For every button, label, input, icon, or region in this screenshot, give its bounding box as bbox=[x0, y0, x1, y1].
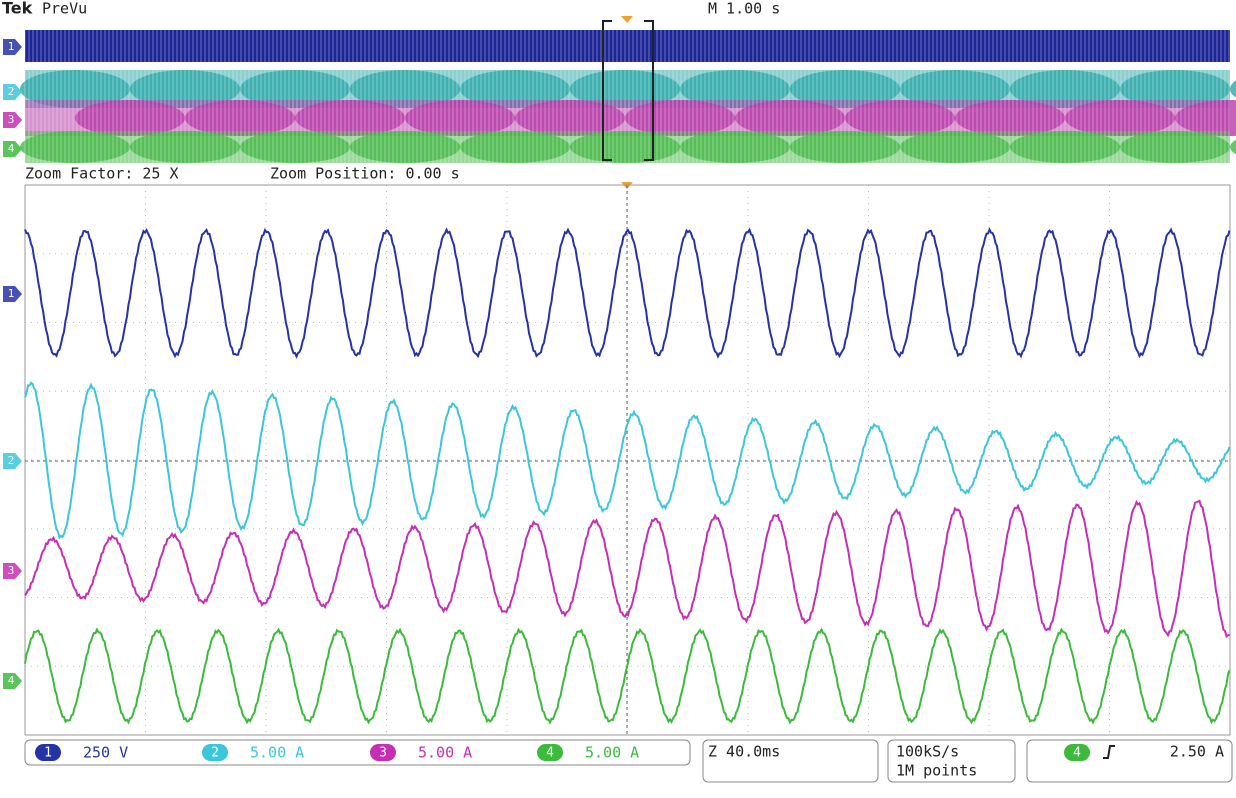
overview-envelope bbox=[1230, 139, 1236, 155]
channel-marker-shape bbox=[3, 84, 22, 100]
channel-pill bbox=[370, 744, 396, 761]
overview-envelope bbox=[1010, 131, 1120, 163]
channel-scale: 250 V bbox=[83, 744, 128, 762]
overview-envelope bbox=[240, 131, 350, 163]
graticule-border bbox=[24, 184, 1231, 736]
channel-marker: 4 bbox=[3, 673, 22, 689]
overview-envelope bbox=[680, 131, 790, 163]
waveform bbox=[24, 227, 1231, 360]
brand: Tek bbox=[2, 0, 33, 18]
overview-envelope bbox=[405, 100, 515, 136]
overview-envelope bbox=[845, 100, 955, 136]
overview-envelope bbox=[1120, 70, 1230, 108]
overview-envelope bbox=[900, 131, 1010, 163]
overview-envelope bbox=[735, 100, 845, 136]
channel-marker-shape bbox=[3, 39, 22, 55]
overview-envelope bbox=[350, 70, 460, 108]
timebase: M 1.00 s bbox=[708, 0, 780, 18]
trigger-level: 2.50 A bbox=[1170, 743, 1224, 761]
horizontal-box bbox=[702, 739, 879, 783]
overview-envelope bbox=[460, 70, 570, 108]
overview-envelope bbox=[1230, 80, 1236, 98]
channel-marker-label: 2 bbox=[8, 85, 15, 98]
overview-envelope bbox=[130, 131, 240, 163]
overview-envelope bbox=[295, 100, 405, 136]
channel-marker-label: 2 bbox=[8, 454, 15, 467]
channel-scale: 5.00 A bbox=[585, 744, 639, 762]
zoom-factor: Zoom Factor: 25 X bbox=[25, 165, 179, 183]
channel-number: 2 bbox=[211, 746, 219, 761]
overview-envelope bbox=[460, 131, 570, 163]
waveform bbox=[24, 627, 1231, 725]
channel-marker-label: 1 bbox=[8, 40, 15, 53]
trigger-source: 4 bbox=[1073, 746, 1081, 761]
channel-number: 4 bbox=[546, 746, 554, 761]
channel-scale: 5.00 A bbox=[418, 744, 472, 762]
trigger-slope-icon bbox=[1103, 745, 1115, 759]
channel-marker: 2 bbox=[3, 84, 22, 100]
overview-envelope bbox=[75, 100, 185, 136]
zoom-graticule: 1 2 3 4 bbox=[3, 182, 1231, 736]
overview-envelope bbox=[515, 100, 625, 136]
overview-envelope bbox=[350, 131, 460, 163]
overview-envelope bbox=[185, 100, 295, 136]
overview-envelope bbox=[130, 70, 240, 108]
zoom-bracket bbox=[602, 20, 654, 161]
channel-marker-label: 4 bbox=[8, 674, 15, 687]
channel-marker: 3 bbox=[3, 563, 22, 579]
channel-box bbox=[24, 739, 691, 766]
overview-envelope bbox=[790, 70, 900, 108]
status-bar: Z 40.0ms 100kS/s 1M points 2.50 A 1 250 V… bbox=[24, 739, 1233, 783]
channel-marker: 3 bbox=[3, 112, 22, 128]
channel-pill bbox=[35, 744, 61, 761]
channel-marker-shape bbox=[3, 141, 22, 157]
zoom-position: Zoom Position: 0.00 s bbox=[270, 165, 460, 183]
channel-marker: 4 bbox=[3, 141, 22, 157]
overview-envelope bbox=[1065, 100, 1175, 136]
overview-strip: 1 2 3 4 bbox=[3, 16, 1236, 163]
overview-envelope bbox=[790, 131, 900, 163]
overview-envelope bbox=[900, 70, 1010, 108]
overview-envelope bbox=[680, 70, 790, 108]
channel-marker: 2 bbox=[3, 453, 22, 469]
channel-marker-label: 1 bbox=[8, 287, 15, 300]
channel-marker-shape bbox=[3, 286, 22, 302]
channel-marker-shape bbox=[3, 563, 22, 579]
waveform bbox=[24, 381, 1231, 540]
overview-envelope bbox=[240, 70, 350, 108]
channel-marker-shape bbox=[3, 453, 22, 469]
channel-marker-label: 4 bbox=[8, 142, 15, 155]
overview-envelope bbox=[1010, 70, 1120, 108]
channel-marker-shape bbox=[3, 673, 22, 689]
channel-pill bbox=[537, 744, 563, 761]
channel-number: 3 bbox=[379, 746, 387, 761]
overview-envelope bbox=[20, 70, 130, 108]
mode: PreVu bbox=[42, 0, 87, 18]
trigger-source-pill bbox=[1064, 744, 1090, 761]
sample-rate: 100kS/s bbox=[896, 743, 959, 761]
zoom-timebase: Z 40.0ms bbox=[708, 743, 780, 761]
overview-envelope bbox=[1175, 100, 1236, 136]
channel-scale: 5.00 A bbox=[250, 744, 304, 762]
record-length: 1M points bbox=[896, 762, 977, 780]
channel-marker-label: 3 bbox=[8, 113, 15, 126]
channel-number: 1 bbox=[44, 746, 52, 761]
channel-marker: 1 bbox=[3, 286, 22, 302]
channel-marker-shape bbox=[3, 112, 22, 128]
channel-marker-label: 3 bbox=[8, 564, 15, 577]
acquisition-box bbox=[887, 739, 1016, 783]
trigger-marker bbox=[621, 16, 633, 23]
overview-envelope bbox=[1120, 131, 1230, 163]
waveform bbox=[24, 499, 1230, 639]
trigger-box bbox=[1026, 739, 1233, 783]
overview-envelope bbox=[955, 100, 1065, 136]
channel-marker: 1 bbox=[3, 39, 22, 55]
channel-pill bbox=[202, 744, 228, 761]
overview-envelope bbox=[20, 131, 130, 163]
overview-band bbox=[25, 30, 1230, 62]
